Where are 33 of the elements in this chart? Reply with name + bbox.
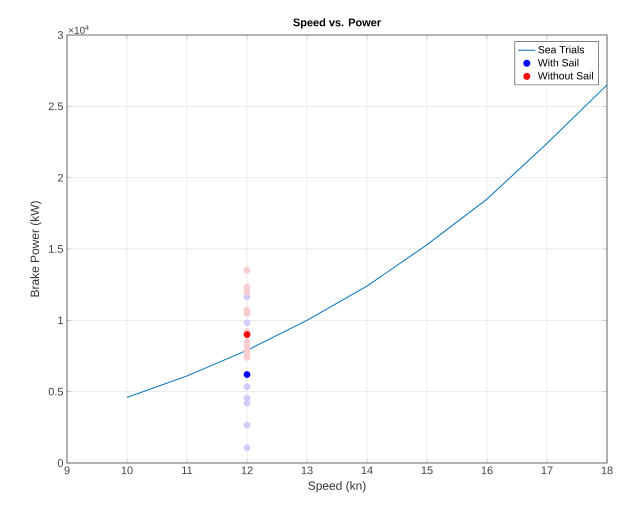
point	[244, 422, 250, 428]
y-axis-title: Brake Power (kW)	[30, 201, 42, 296]
x-tick-label: 14	[362, 466, 373, 474]
x-tick-label: 17	[542, 466, 553, 474]
x-axis-title: Speed (kn)	[308, 481, 366, 492]
y-tick-label: 2.5	[48, 102, 64, 110]
chart-title: Speed vs. Power	[293, 18, 381, 28]
x-tick-label: 18	[602, 466, 613, 474]
y-tick-label: 1.5	[49, 245, 64, 253]
point	[244, 319, 250, 326]
point	[244, 266, 250, 274]
line-series	[126, 84, 608, 398]
point	[244, 400, 250, 406]
y-tick-label: 0.5	[48, 388, 64, 396]
point	[244, 331, 250, 338]
x-tick-label: 11	[182, 466, 192, 474]
point	[244, 444, 250, 452]
legend-label: Sea Trials	[538, 46, 584, 54]
x-tick-label: 13	[302, 466, 313, 474]
x-tick-label: 12	[242, 466, 253, 474]
legend-label: Without Sail	[538, 72, 593, 80]
y-tick-label: 3	[58, 31, 63, 39]
y-tick-label: 2	[58, 174, 63, 182]
x-tick-label: 10	[122, 466, 133, 474]
text: ×10$^{4}$	[68, 25, 89, 34]
legend-label: With Sail	[538, 58, 578, 66]
y-tick-label: 0	[58, 459, 64, 467]
x-tick-label: 15	[422, 466, 433, 474]
point	[244, 383, 250, 390]
x-tick-label: 9	[64, 466, 70, 474]
x-tick-label: 16	[482, 466, 493, 474]
point	[244, 371, 250, 378]
y-tick-label: 1	[58, 316, 63, 324]
